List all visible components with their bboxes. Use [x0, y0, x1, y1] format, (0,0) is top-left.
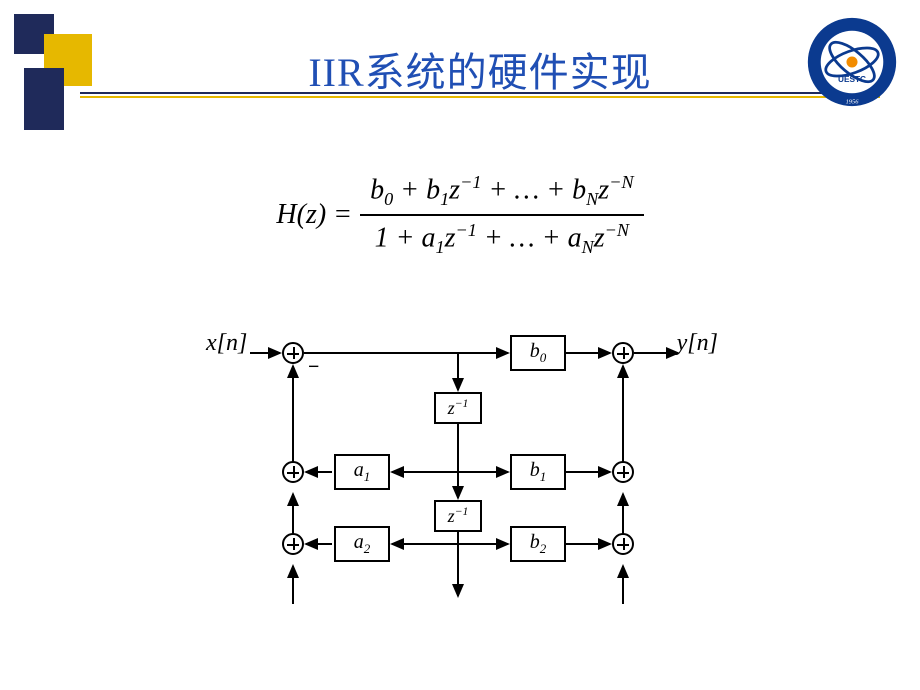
- formula-numerator: b0 + b1z−1 + … + bNz−N: [360, 168, 644, 214]
- uestc-logo: UESTC 1956: [806, 16, 898, 108]
- deco-block-navy-2: [24, 68, 64, 130]
- coeff-b2-box: b2: [510, 526, 566, 562]
- coeff-a1-box: a1: [334, 454, 390, 490]
- delay-box-0: z−1: [434, 392, 482, 424]
- formula-lhs: H(z) =: [276, 199, 352, 231]
- input-label: x[n]: [206, 330, 247, 357]
- svg-text:UESTC: UESTC: [838, 75, 866, 84]
- sum-node-right-2: [612, 533, 634, 555]
- coeff-a2-box: a2: [334, 526, 390, 562]
- sum-node-right-0: [612, 342, 634, 364]
- formula-denominator: 1 + a1z−1 + … + aNz−N: [365, 216, 639, 262]
- coeff-b0-box: b0: [510, 335, 566, 371]
- sum-node-right-1: [612, 461, 634, 483]
- sum-node-left-0: [282, 342, 304, 364]
- svg-text:1956: 1956: [846, 98, 860, 105]
- sum-node-left-2: [282, 533, 304, 555]
- coeff-b1-box: b1: [510, 454, 566, 490]
- minus-sign: −: [308, 356, 319, 379]
- page-title-wrap: IIR系统的硬件实现: [160, 40, 800, 98]
- sum-node-left-1: [282, 461, 304, 483]
- formula-fraction: b0 + b1z−1 + … + bNz−N 1 + a1z−1 + … + a…: [360, 168, 644, 262]
- page-title: IIR系统的硬件实现: [160, 40, 800, 98]
- transfer-function-formula: H(z) = b0 + b1z−1 + … + bNz−N 1 + a1z−1 …: [0, 168, 920, 262]
- corner-decoration: [14, 14, 104, 130]
- iir-block-diagram: x[n] y[n] − z−1 z−1 a1 a2 b0 b1 b2: [210, 320, 710, 640]
- output-label: y[n]: [677, 330, 718, 357]
- delay-box-1: z−1: [434, 500, 482, 532]
